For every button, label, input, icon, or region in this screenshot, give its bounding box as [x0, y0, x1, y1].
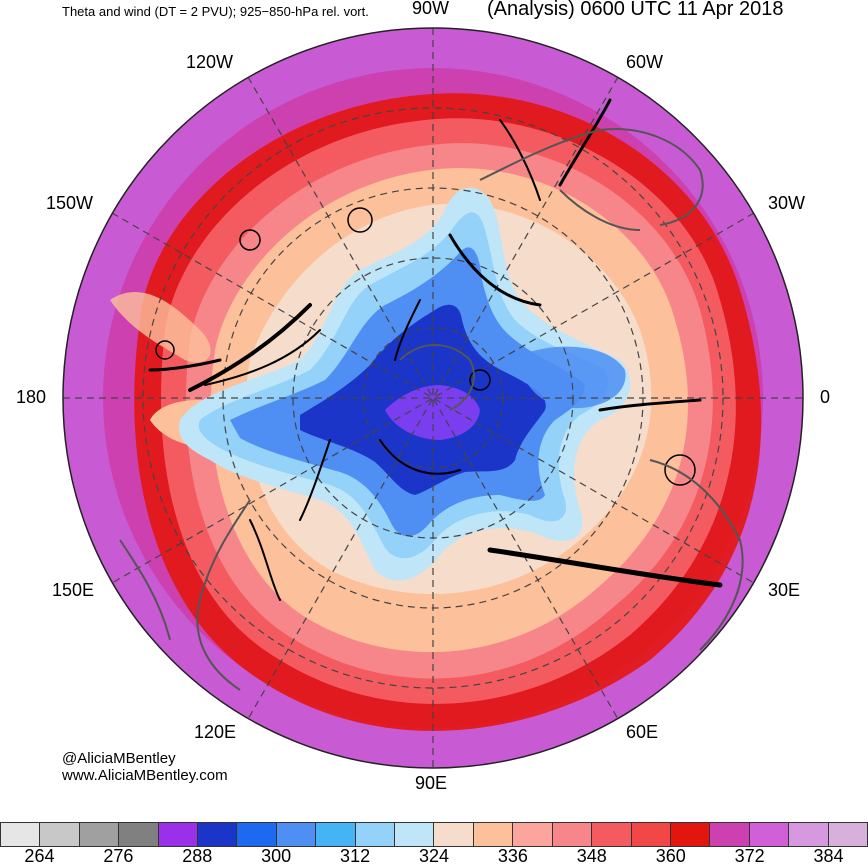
author-handle: @AliciaMBentley — [62, 750, 176, 767]
lon-label-90w: 90W — [412, 0, 450, 18]
colorbar-swatch — [434, 823, 474, 846]
lon-label-60w: 60W — [626, 52, 664, 72]
colorbar-tick-label: 384 — [813, 846, 844, 866]
colorbar-swatch — [592, 823, 632, 846]
author-credit: @AliciaMBentley www.AliciaMBentley.com — [62, 750, 228, 784]
colorbar-tick-label: 324 — [418, 846, 450, 866]
colorbar-tick-label: 336 — [497, 846, 528, 866]
colorbar-tick-label: 348 — [576, 846, 607, 866]
colorbar-swatch — [316, 823, 356, 846]
colorbar-swatch — [198, 823, 238, 846]
colorbar-swatch — [40, 823, 80, 846]
colorbar-swatch — [552, 823, 593, 846]
colorbar-swatch — [237, 823, 277, 846]
colorbar-swatch — [710, 823, 750, 846]
polar-map — [62, 27, 804, 769]
map-border — [62, 27, 804, 769]
graticule — [63, 28, 803, 768]
author-website: www.AliciaMBentley.com — [62, 767, 228, 784]
colorbar-tick-label: 300 — [261, 846, 292, 866]
lon-label-120w: 120W — [186, 52, 234, 72]
colorbar-tick-label: 264 — [24, 846, 55, 866]
theta-colorbar — [0, 822, 868, 847]
map-title: Theta and wind (DT = 2 PVU); 925−850-hPa… — [62, 4, 369, 19]
colorbar-swatch — [828, 823, 868, 846]
colorbar-swatch — [473, 823, 514, 846]
colorbar-swatch — [79, 823, 120, 846]
lon-label-120e: 120E — [194, 722, 237, 742]
lon-label-30w: 30W — [768, 193, 806, 213]
colorbar-swatch — [789, 823, 829, 846]
lon-label-90e: 90E — [415, 773, 448, 793]
colorbar-swatch — [0, 823, 41, 846]
colorbar-tick-label: 360 — [655, 846, 686, 866]
colorbar-swatch — [276, 823, 317, 846]
lon-label-150e: 150E — [52, 580, 95, 600]
colorbar-swatch — [395, 823, 435, 846]
colorbar-tick-label: 372 — [734, 846, 765, 866]
lon-label-0: 0 — [820, 387, 831, 407]
colorbar-tick-label: 288 — [182, 846, 213, 866]
colorbar-swatch — [749, 823, 790, 846]
colorbar-tick-label: 312 — [340, 846, 371, 866]
colorbar-swatch — [355, 823, 396, 846]
colorbar-swatch — [631, 823, 671, 846]
vorticity-contours — [148, 98, 723, 601]
colorbar-swatch — [513, 823, 553, 846]
coastlines — [119, 128, 744, 691]
analysis-time-title: (Analysis) 0600 UTC 11 Apr 2018 — [487, 0, 784, 20]
colorbar-swatch — [119, 823, 159, 846]
lon-label-150w: 150W — [46, 193, 94, 213]
colorbar-swatch — [158, 823, 199, 846]
lon-label-60e: 60E — [626, 722, 659, 742]
lon-label-180: 180 — [16, 387, 47, 407]
lon-label-30e: 30E — [768, 580, 801, 600]
colorbar-tick-label: 276 — [103, 846, 134, 866]
colorbar-swatch — [670, 823, 711, 846]
